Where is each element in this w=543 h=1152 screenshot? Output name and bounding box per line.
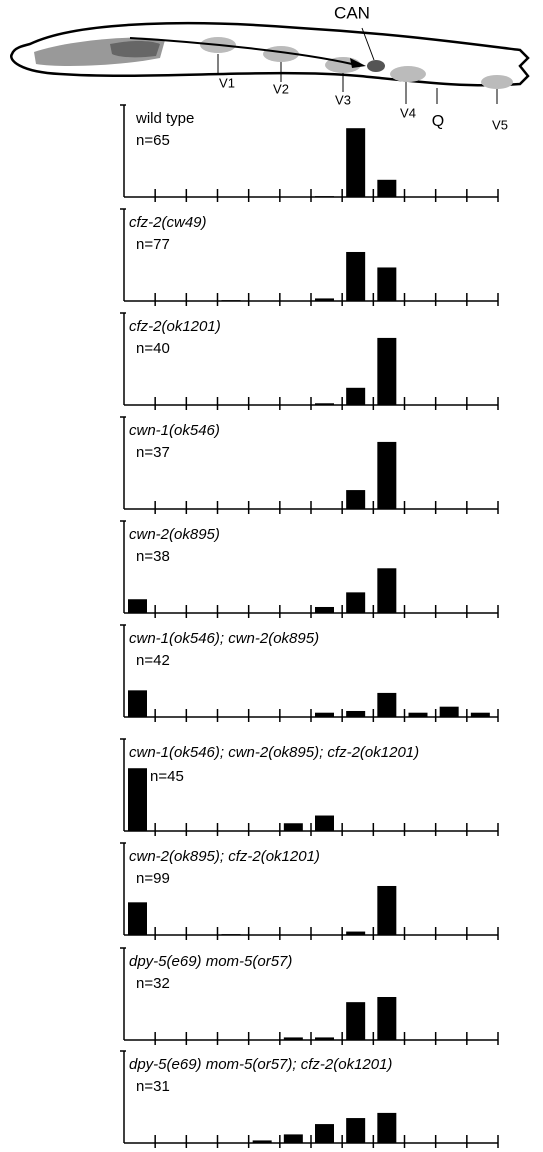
bar [346, 1118, 366, 1143]
bar [346, 931, 366, 935]
bar [377, 692, 397, 717]
chart-title: wild type [135, 110, 194, 127]
v2-label: V2 [273, 81, 289, 96]
bar [315, 606, 334, 613]
chart-title: cfz-2(ok1201) [129, 318, 221, 335]
bulb [110, 41, 160, 58]
sample-size: n=32 [136, 975, 170, 992]
bar [408, 712, 428, 717]
v5-label: V5 [492, 117, 508, 132]
bar [439, 706, 459, 717]
bar [315, 1037, 334, 1040]
sample-size: n=99 [136, 870, 170, 887]
chart-title: cwn-1(ok546) [129, 422, 220, 439]
bar [283, 1037, 303, 1040]
bar [346, 128, 366, 197]
bar [315, 815, 334, 831]
v4-label: V4 [400, 105, 416, 120]
bar [346, 592, 366, 613]
bar [377, 997, 397, 1040]
bar [315, 196, 334, 198]
chart-title: cwn-2(ok895) [129, 526, 220, 543]
bar [377, 337, 397, 405]
v5-cell [481, 75, 513, 89]
chart-title: cwn-1(ok546); cwn-2(ok895); cfz-2(ok1201… [129, 744, 419, 761]
bar [128, 690, 147, 717]
sample-size: n=37 [136, 444, 170, 461]
bar [346, 387, 366, 405]
bar [252, 1140, 272, 1143]
sample-size: n=38 [136, 548, 170, 565]
can-cell [367, 60, 385, 72]
can-label: CAN [334, 3, 370, 22]
bar [346, 710, 366, 717]
chart-title: cwn-1(ok546); cwn-2(ok895) [129, 630, 319, 647]
bar [283, 1134, 303, 1143]
bar [315, 1124, 334, 1143]
sample-size: n=77 [136, 236, 170, 253]
v3-label: V3 [335, 92, 351, 107]
bar [128, 768, 147, 831]
bar [315, 712, 334, 717]
arrow-head [350, 58, 366, 68]
q-label: Q [432, 113, 444, 130]
bar [315, 403, 334, 405]
sample-size: n=65 [136, 132, 170, 149]
bar [377, 1112, 397, 1143]
v4-cell [390, 66, 426, 82]
bar [315, 298, 334, 301]
can-pointer [361, 27, 375, 61]
migration-arrow [129, 37, 353, 65]
chart-title: dpy-5(e69) mom-5(or57); cfz-2(ok1201) [129, 1056, 392, 1073]
bar [377, 568, 397, 613]
bar [346, 251, 366, 301]
sample-size: n=40 [136, 340, 170, 357]
bar [377, 885, 397, 935]
bar [221, 934, 241, 936]
v1-label: V1 [219, 75, 235, 90]
chart-title: cwn-2(ok895); cfz-2(ok1201) [129, 848, 320, 865]
chart-title: cfz-2(cw49) [129, 214, 207, 231]
worm-diagram: CAN V1 V2 V3 V4 Q V5 [10, 3, 530, 132]
bar [377, 441, 397, 509]
sample-size: n=45 [150, 768, 184, 785]
bar [470, 712, 490, 717]
bar [377, 267, 397, 301]
bar [346, 490, 366, 509]
bar [221, 300, 241, 302]
bar [346, 1002, 366, 1040]
bar [377, 179, 397, 197]
bar [283, 823, 303, 831]
bar [128, 599, 147, 613]
bar [128, 902, 147, 935]
sample-size: n=42 [136, 652, 170, 669]
chart-title: dpy-5(e69) mom-5(or57) [129, 953, 292, 970]
sample-size: n=31 [136, 1078, 170, 1095]
